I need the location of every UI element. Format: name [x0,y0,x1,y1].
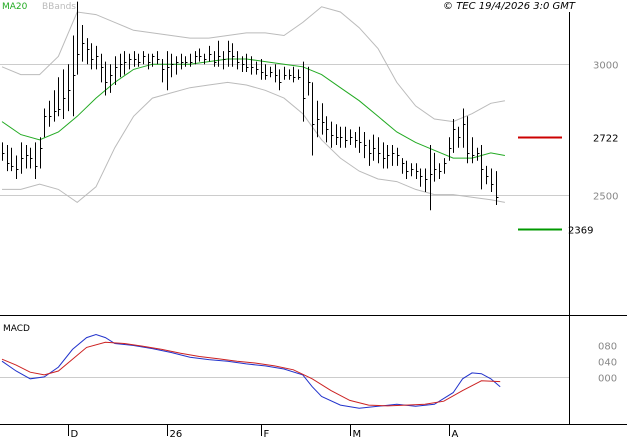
price-bars [2,1,499,211]
x-tick-label: F [264,429,270,440]
legend-bbands: BBands [42,2,76,12]
price-y-tick-label: 3000 [593,61,618,72]
macd-y-tick-label: 000 [598,374,617,385]
grid-lines [0,64,569,378]
bband-lower-line [2,81,505,204]
chart-frame [0,12,627,425]
x-tick-label: 26 [170,429,183,440]
price-y-tick-label: 2500 [593,192,618,203]
ma20-line [1,58,505,159]
macd-y-tick-label: 040 [598,358,617,369]
macd-lines [1,333,501,409]
x-tick-label: A [452,429,459,440]
support-level-label: 2369 [568,226,593,237]
x-tick-label: D [71,429,79,440]
resistance-level-label: 2722 [593,134,618,145]
support-resistance-levels: 2722 2369 [518,134,618,237]
legend-ma20: MA20 [2,2,28,12]
ma20-polyline [1,58,505,159]
macd-y-tick-label: 080 [598,342,617,353]
x-tick-label: M [353,429,362,440]
copyright-label: © TEC 19/4/2026 3:0 GMT [443,1,576,12]
macd-title: MACD [3,324,30,334]
bband-upper-line [1,6,505,123]
signal-line [1,341,501,407]
macd-line [1,333,501,409]
axis-labels: 3000 2500 080 040 000 D 26 F M A [68,61,618,440]
